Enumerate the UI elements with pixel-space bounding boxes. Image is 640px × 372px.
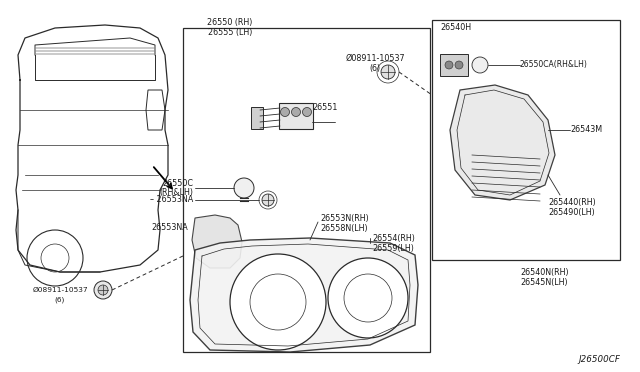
Text: 26559(LH): 26559(LH) (372, 244, 414, 253)
Text: 265440(RH): 265440(RH) (548, 198, 596, 206)
Polygon shape (192, 215, 242, 268)
Circle shape (94, 281, 112, 299)
Circle shape (455, 61, 463, 69)
Text: 26553NA: 26553NA (151, 224, 188, 232)
Circle shape (445, 61, 453, 69)
Bar (432, 20, 620, 260)
Text: (RH&LH): (RH&LH) (159, 189, 193, 198)
Circle shape (303, 108, 312, 116)
Text: 265490(LH): 265490(LH) (548, 208, 595, 217)
Text: 26550 (RH): 26550 (RH) (207, 17, 253, 26)
Text: 26554(RH): 26554(RH) (372, 234, 415, 243)
Text: 26545N(LH): 26545N(LH) (520, 278, 568, 286)
Circle shape (262, 194, 274, 206)
Circle shape (98, 285, 108, 295)
Circle shape (472, 57, 488, 73)
Text: 26543M: 26543M (570, 125, 602, 135)
FancyBboxPatch shape (279, 103, 313, 129)
FancyBboxPatch shape (251, 107, 263, 129)
Text: 26550CA(RH&LH): 26550CA(RH&LH) (520, 61, 588, 70)
Text: (6): (6) (369, 64, 381, 73)
Circle shape (280, 108, 289, 116)
Bar (183, 28, 430, 352)
Text: 26540H: 26540H (440, 23, 471, 32)
Text: 26540N(RH): 26540N(RH) (520, 267, 568, 276)
Circle shape (381, 65, 395, 79)
Text: 26553N(RH): 26553N(RH) (320, 214, 369, 222)
Text: Ø08911-10537: Ø08911-10537 (345, 54, 405, 62)
Text: 26558N(LH): 26558N(LH) (320, 224, 367, 232)
Text: J26500CF: J26500CF (578, 356, 620, 365)
Polygon shape (450, 85, 555, 200)
Circle shape (234, 178, 254, 198)
Circle shape (328, 258, 408, 338)
Text: Ø08911-10537: Ø08911-10537 (32, 287, 88, 293)
Text: 26555 (LH): 26555 (LH) (208, 28, 252, 36)
Text: – 26553NA: – 26553NA (150, 196, 193, 205)
Circle shape (291, 108, 301, 116)
Polygon shape (190, 238, 418, 352)
Text: 26551: 26551 (312, 103, 337, 112)
Text: (6): (6) (55, 297, 65, 303)
FancyBboxPatch shape (440, 54, 468, 76)
Text: 26550C: 26550C (162, 179, 193, 187)
Circle shape (230, 254, 326, 350)
